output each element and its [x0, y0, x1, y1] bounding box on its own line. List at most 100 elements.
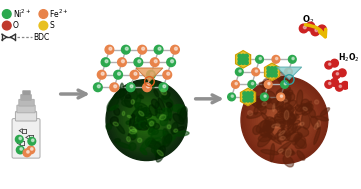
Ellipse shape — [277, 106, 288, 115]
Ellipse shape — [161, 89, 166, 95]
Ellipse shape — [279, 136, 285, 140]
Circle shape — [139, 112, 154, 128]
Circle shape — [264, 100, 305, 140]
Ellipse shape — [113, 122, 118, 126]
Circle shape — [130, 70, 139, 79]
Circle shape — [331, 79, 338, 86]
Ellipse shape — [272, 124, 280, 128]
Circle shape — [264, 95, 266, 97]
Circle shape — [332, 71, 340, 79]
Circle shape — [270, 67, 274, 70]
Ellipse shape — [248, 111, 253, 116]
Ellipse shape — [265, 117, 276, 127]
Ellipse shape — [153, 123, 160, 129]
Circle shape — [318, 25, 326, 34]
Circle shape — [138, 45, 147, 54]
Circle shape — [277, 93, 284, 101]
Circle shape — [114, 87, 179, 153]
Circle shape — [288, 55, 296, 63]
Ellipse shape — [295, 137, 306, 149]
Circle shape — [242, 54, 245, 58]
Circle shape — [272, 108, 297, 132]
Circle shape — [145, 118, 148, 122]
Ellipse shape — [293, 134, 299, 145]
Ellipse shape — [160, 115, 166, 120]
Circle shape — [253, 88, 316, 152]
Ellipse shape — [151, 130, 165, 138]
Ellipse shape — [286, 90, 293, 96]
Ellipse shape — [260, 125, 274, 136]
Ellipse shape — [275, 114, 284, 123]
Ellipse shape — [287, 107, 296, 116]
Ellipse shape — [129, 143, 136, 150]
Circle shape — [171, 45, 179, 54]
Ellipse shape — [278, 149, 283, 153]
Ellipse shape — [132, 106, 142, 118]
Circle shape — [306, 22, 315, 31]
Ellipse shape — [302, 104, 313, 115]
Ellipse shape — [173, 131, 189, 136]
Ellipse shape — [135, 93, 141, 108]
Ellipse shape — [139, 111, 144, 116]
Polygon shape — [240, 88, 256, 106]
Ellipse shape — [149, 121, 154, 126]
FancyBboxPatch shape — [21, 94, 31, 100]
Circle shape — [118, 58, 126, 67]
Circle shape — [3, 21, 11, 30]
Ellipse shape — [283, 156, 293, 167]
Ellipse shape — [258, 134, 272, 142]
Circle shape — [261, 93, 268, 101]
Circle shape — [311, 27, 319, 36]
Ellipse shape — [163, 108, 172, 118]
Circle shape — [331, 59, 338, 67]
Ellipse shape — [285, 148, 291, 157]
Ellipse shape — [130, 114, 135, 129]
Circle shape — [276, 111, 293, 129]
Ellipse shape — [125, 97, 133, 107]
Ellipse shape — [127, 137, 130, 142]
Circle shape — [163, 70, 171, 79]
Circle shape — [267, 70, 270, 74]
Ellipse shape — [162, 137, 165, 147]
Circle shape — [283, 119, 285, 121]
Polygon shape — [136, 68, 163, 81]
FancyBboxPatch shape — [23, 91, 30, 95]
Ellipse shape — [150, 79, 155, 88]
Ellipse shape — [280, 78, 288, 85]
Ellipse shape — [301, 104, 312, 111]
Circle shape — [325, 61, 332, 69]
Circle shape — [268, 82, 270, 85]
Circle shape — [246, 92, 250, 95]
Ellipse shape — [282, 151, 295, 156]
Ellipse shape — [107, 97, 119, 111]
Circle shape — [246, 98, 250, 102]
Text: Fe$^{2+}$: Fe$^{2+}$ — [49, 8, 69, 20]
Circle shape — [329, 63, 331, 65]
Circle shape — [292, 57, 294, 60]
Ellipse shape — [140, 110, 144, 122]
Circle shape — [147, 70, 155, 79]
Ellipse shape — [316, 116, 329, 121]
Ellipse shape — [314, 100, 319, 104]
Ellipse shape — [256, 121, 269, 133]
Ellipse shape — [163, 134, 172, 147]
Ellipse shape — [295, 138, 306, 148]
Circle shape — [93, 83, 102, 92]
Circle shape — [108, 81, 185, 159]
Ellipse shape — [276, 87, 290, 95]
Ellipse shape — [247, 91, 258, 99]
Circle shape — [251, 86, 318, 154]
Circle shape — [131, 105, 162, 136]
Circle shape — [125, 99, 168, 141]
Ellipse shape — [286, 126, 301, 136]
Ellipse shape — [314, 123, 318, 129]
Circle shape — [114, 85, 117, 88]
Ellipse shape — [116, 123, 125, 134]
Ellipse shape — [147, 119, 156, 128]
Ellipse shape — [256, 95, 271, 104]
Ellipse shape — [137, 122, 142, 130]
Ellipse shape — [280, 107, 291, 116]
Ellipse shape — [130, 109, 139, 120]
Ellipse shape — [300, 101, 312, 111]
Ellipse shape — [260, 120, 269, 131]
